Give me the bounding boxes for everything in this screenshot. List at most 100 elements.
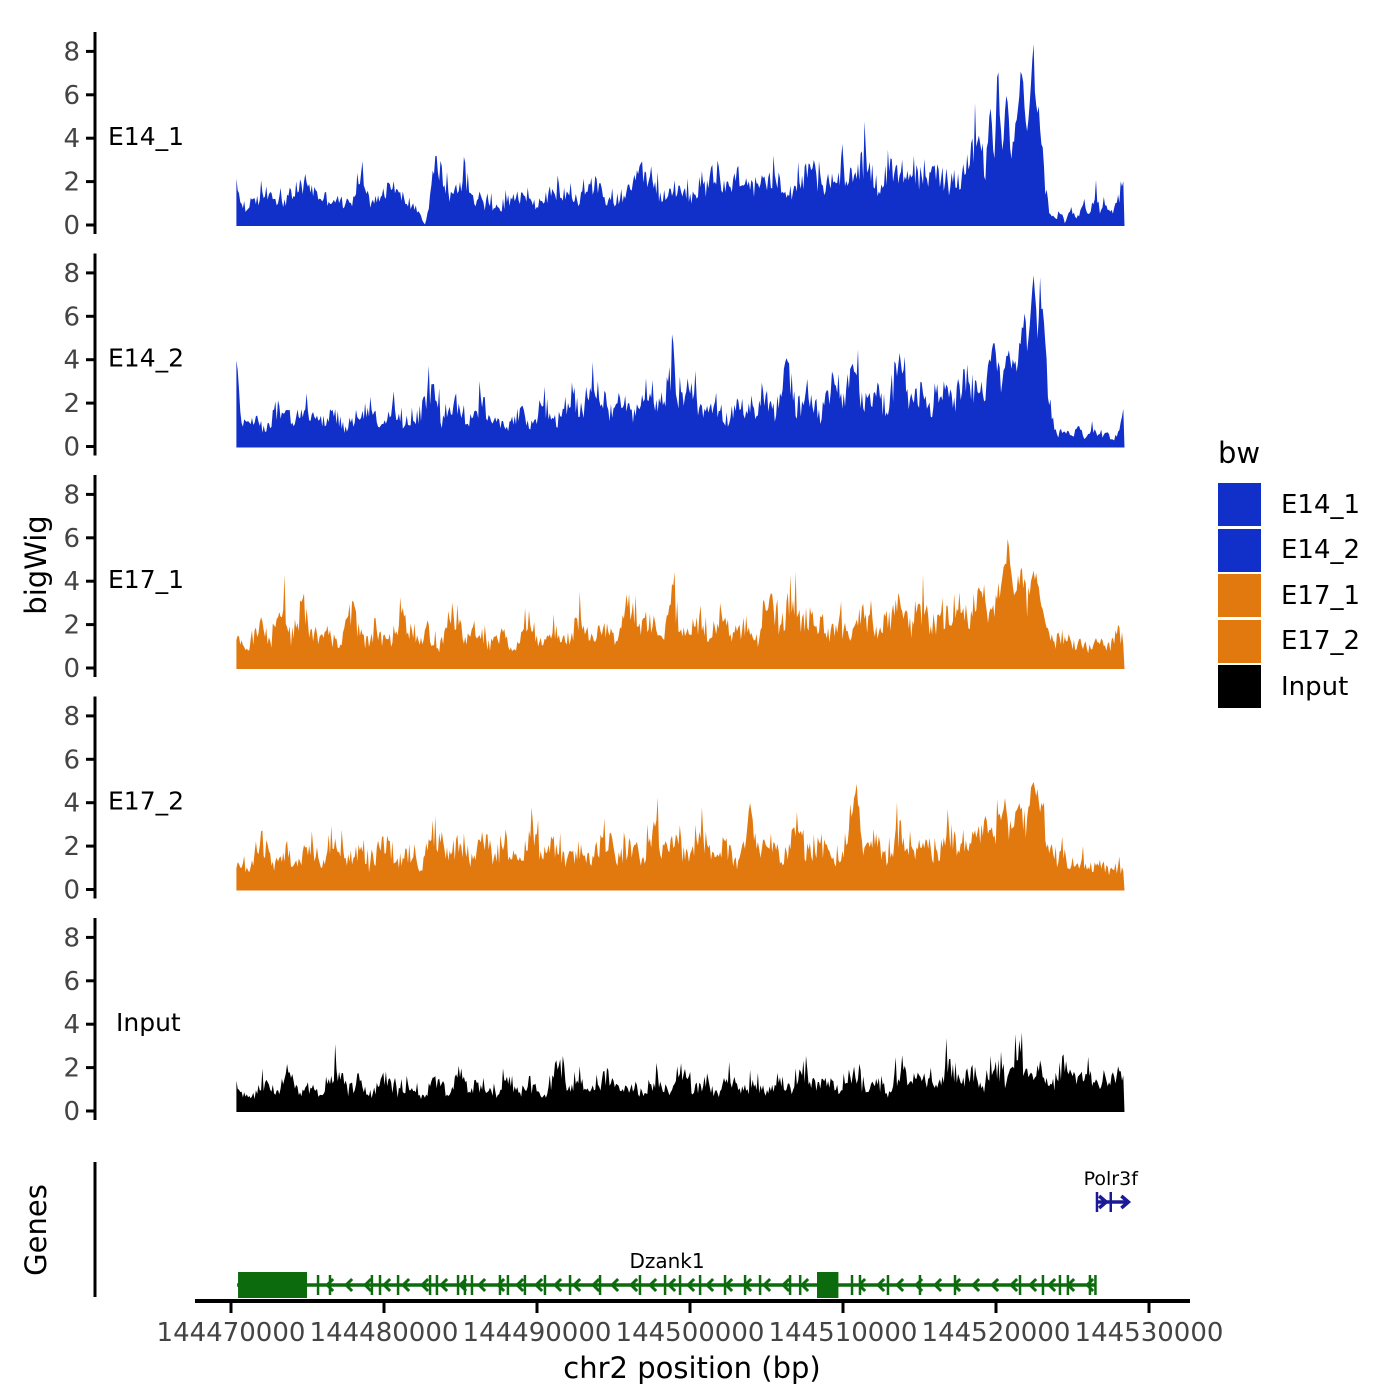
- y-tick-label-E14_2-2: 2: [63, 389, 80, 419]
- y-tick-label-Input-4: 4: [63, 1010, 80, 1040]
- x-axis-title: chr2 position (bp): [563, 1351, 821, 1385]
- gene-strand-arrow-left: [438, 1277, 449, 1293]
- gene-strand-arrow-left: [704, 1277, 715, 1293]
- y-tick-label-E14_2-0: 0: [63, 433, 80, 463]
- y-tick-label-E14_1-2: 2: [63, 168, 80, 198]
- x-tick-label-144470000: 144470000: [157, 1318, 306, 1348]
- x-tick-label-144500000: 144500000: [616, 1318, 765, 1348]
- x-tick-label-144490000: 144490000: [463, 1318, 612, 1348]
- gene-strand-arrow-left: [1046, 1277, 1057, 1293]
- gene-strand-arrow-left: [552, 1277, 563, 1293]
- y-tick-label-E17_1-0: 0: [63, 654, 80, 684]
- gene-strand-arrow-left: [894, 1277, 905, 1293]
- legend-swatch-E14_1: [1218, 483, 1261, 527]
- gene-strand-arrow-left: [780, 1277, 791, 1293]
- y-tick-label-E17_2-0: 0: [63, 876, 80, 906]
- gene-strand-arrow-left: [571, 1277, 582, 1293]
- gene-strand-arrow-left: [685, 1277, 696, 1293]
- gene-strand-arrow-left: [381, 1277, 392, 1293]
- y-tick-label-E17_2-4: 4: [63, 789, 80, 819]
- y-tick-label-E14_2-6: 6: [63, 302, 80, 332]
- coverage-area-E14_1: [236, 44, 1125, 226]
- y-tick-label-E17_2-6: 6: [63, 745, 80, 775]
- gene-strand-arrow-left: [362, 1277, 373, 1293]
- legend-label-E17_2: E17_2: [1281, 626, 1361, 657]
- legend-label-E14_1: E14_1: [1281, 489, 1361, 520]
- gene-strand-arrow-left: [856, 1277, 867, 1293]
- gene-strand-arrow-left: [666, 1277, 677, 1293]
- gene-strand-arrow-left: [875, 1277, 886, 1293]
- gene-strand-arrow-left: [647, 1277, 658, 1293]
- gene-strand-arrow-left: [989, 1277, 1000, 1293]
- track-label-E17_1: E17_1: [108, 565, 184, 594]
- legend-item-E17_1: E17_1: [1218, 574, 1360, 618]
- legend-item-Input: Input: [1218, 665, 1360, 709]
- x-tick-label-144480000: 144480000: [310, 1318, 459, 1348]
- gene-strand-arrow-left: [628, 1277, 639, 1293]
- y-tick-label-E17_2-8: 8: [63, 702, 80, 732]
- y-tick-label-E14_2-4: 4: [63, 346, 80, 376]
- gene-strand-arrow-left: [1065, 1277, 1076, 1293]
- legend-label-E14_2: E14_2: [1281, 535, 1361, 566]
- coverage-area-E17_2: [236, 781, 1125, 891]
- legend-swatch-E17_2: [1218, 619, 1261, 663]
- gene-strand-arrow-left: [799, 1277, 810, 1293]
- legend-title: bw: [1218, 436, 1261, 470]
- y-tick-label-E14_1-6: 6: [63, 81, 80, 111]
- gene-label-Dzank1: Dzank1: [629, 1249, 704, 1273]
- genes-axis-title: Genes: [19, 1184, 53, 1276]
- gene-strand-arrow-left: [419, 1277, 430, 1293]
- legend-swatch-E17_1: [1218, 574, 1261, 618]
- gene-strand-arrow-left: [932, 1277, 943, 1293]
- y-tick-label-E17_1-2: 2: [63, 611, 80, 641]
- x-tick-label-144530000: 144530000: [1075, 1318, 1224, 1348]
- track-label-E17_2: E17_2: [108, 787, 184, 816]
- gene-strand-arrow-left: [1027, 1277, 1038, 1293]
- gene-strand-arrow-left: [761, 1277, 772, 1293]
- y-tick-label-E14_1-0: 0: [63, 211, 80, 241]
- y-tick-label-E17_1-8: 8: [63, 480, 80, 510]
- y-tick-label-E14_1-8: 8: [63, 37, 80, 67]
- y-tick-label-E14_2-8: 8: [63, 259, 80, 289]
- gene-strand-arrow-left: [723, 1277, 734, 1293]
- gene-strand-arrow-left: [609, 1277, 620, 1293]
- track-label-Input: Input: [116, 1008, 181, 1037]
- legend-item-E17_2: E17_2: [1218, 619, 1361, 664]
- legend-swatch-E14_2: [1218, 528, 1261, 572]
- y-tick-label-Input-0: 0: [63, 1097, 80, 1127]
- gene-strand-arrow-left: [590, 1277, 601, 1293]
- legend-item-E14_1: E14_1: [1218, 483, 1360, 527]
- legend: bw E14_1 E14_2 E17_1 E17_2 Input: [1218, 436, 1360, 711]
- gene-strand-arrow-left: [495, 1277, 506, 1293]
- gene-strand-arrow-left: [343, 1277, 354, 1293]
- y-tick-label-Input-6: 6: [63, 967, 80, 997]
- legend-swatch-Input: [1218, 665, 1261, 709]
- legend-item-E14_2: E14_2: [1218, 528, 1361, 573]
- track-label-E14_2: E14_2: [108, 344, 184, 373]
- gene-strand-arrow-left: [951, 1277, 962, 1293]
- coverage-area-Input: [236, 1032, 1125, 1112]
- y-tick-label-E17_1-6: 6: [63, 524, 80, 554]
- x-tick-label-144510000: 144510000: [769, 1318, 918, 1348]
- gene-strand-arrow-left: [476, 1277, 487, 1293]
- y-axis-title: bigWig: [19, 515, 53, 615]
- y-tick-label-E14_1-4: 4: [63, 124, 80, 154]
- gene-exon-box-Dzank1-0: [238, 1272, 308, 1298]
- coverage-area-E14_2: [236, 275, 1125, 448]
- gene-strand-arrow-left: [742, 1277, 753, 1293]
- gene-strand-arrow-left: [514, 1277, 525, 1293]
- gene-strand-arrow-left: [533, 1277, 544, 1293]
- legend-label-Input: Input: [1281, 671, 1349, 702]
- x-tick-label-144520000: 144520000: [922, 1318, 1071, 1348]
- gene-strand-arrow-left: [457, 1277, 468, 1293]
- legend-label-E17_1: E17_1: [1281, 580, 1361, 611]
- gene-strand-arrow-left: [913, 1277, 924, 1293]
- gene-exon-box-Dzank1-1: [816, 1272, 839, 1298]
- gene-strand-arrow-left: [1084, 1277, 1095, 1293]
- legend-items: E14_1 E14_2 E17_1 E17_2 Input: [1218, 483, 1360, 709]
- gene-strand-arrow-left: [400, 1277, 411, 1293]
- y-tick-label-Input-2: 2: [63, 1054, 80, 1084]
- gene-strand-arrow-left: [1008, 1277, 1019, 1293]
